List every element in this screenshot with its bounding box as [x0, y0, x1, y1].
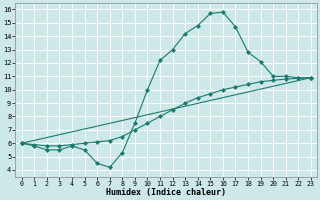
X-axis label: Humidex (Indice chaleur): Humidex (Indice chaleur)	[106, 188, 226, 197]
